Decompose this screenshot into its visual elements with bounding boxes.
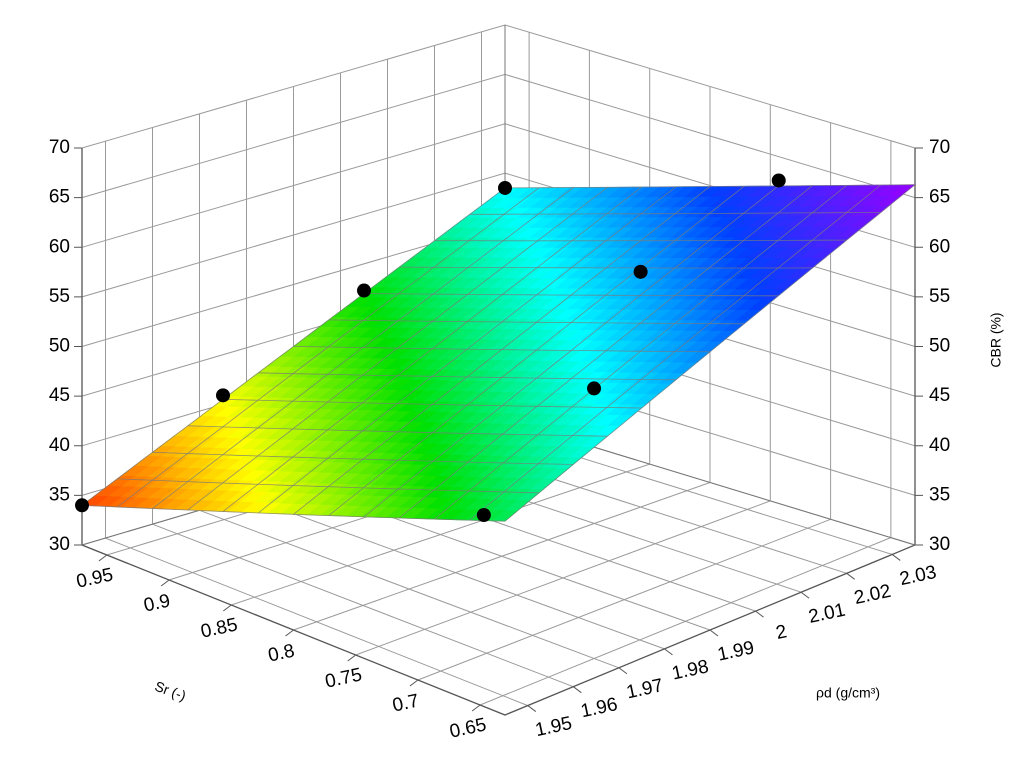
surface-mesh (434, 239, 847, 242)
x-tick (222, 604, 232, 612)
x-tick-label: 0.8 (266, 641, 296, 667)
z-tick-label: 45 (49, 385, 70, 406)
data-point (498, 180, 512, 195)
y-tick (618, 667, 628, 675)
surface-mesh (81, 187, 506, 506)
x-tick (160, 579, 170, 587)
surface-mesh (469, 211, 881, 215)
x-tick-label: 0.65 (448, 714, 489, 742)
axis-line (81, 148, 916, 716)
y-tick-label: 1.97 (625, 675, 666, 703)
y-tick-label: 1.95 (533, 713, 574, 741)
data-point (75, 498, 89, 513)
z-tick-label: 40 (49, 435, 70, 456)
x-tick (98, 554, 108, 562)
z-tick-label: 50 (49, 336, 70, 357)
z-tick-label: 65 (49, 187, 70, 208)
z-tick-label: 35 (929, 484, 950, 505)
y-tick-label: 2.03 (898, 562, 939, 590)
y-tick-label: 1.99 (716, 637, 757, 665)
surface-mesh (504, 184, 916, 189)
z-tick-label: 65 (929, 187, 950, 208)
z-tick-label: 40 (929, 435, 950, 456)
data-point (357, 283, 371, 298)
x-tick-label: 0.85 (199, 614, 240, 642)
x-tick-label: 0.7 (391, 691, 421, 717)
z-tick-label: 70 (49, 137, 70, 158)
x-tick (285, 629, 294, 637)
x-tick (409, 679, 419, 687)
y-axis-label: ρd (g/cm³) (816, 685, 880, 701)
z-tick-label: 55 (49, 286, 70, 307)
data-point (587, 381, 602, 396)
y-tick-label: 2.01 (807, 600, 848, 628)
data-point (771, 173, 786, 188)
z-tick-label: 50 (929, 336, 950, 357)
y-tick (709, 629, 719, 637)
y-tick (846, 572, 855, 580)
grid-line (81, 73, 916, 199)
z-axis-label: CBR (%) (988, 312, 1004, 367)
surface (81, 184, 916, 522)
z-tick-label: 60 (49, 236, 70, 257)
x-tick (471, 704, 481, 712)
y-tick (527, 705, 537, 712)
z-tick-label: 30 (49, 534, 70, 555)
x-tick-label: 0.75 (323, 664, 364, 692)
y-tick (573, 686, 582, 694)
z-tick-label: 55 (929, 286, 950, 307)
x-tick-label: 0.95 (75, 564, 116, 592)
z-tick-label: 45 (929, 385, 950, 406)
y-tick (755, 610, 764, 618)
z-tick-label: 70 (929, 137, 950, 158)
z-tick-label: 30 (929, 534, 950, 555)
data-point (216, 388, 230, 403)
data-point (476, 507, 491, 522)
z-tick-label: 60 (929, 236, 950, 257)
y-tick (800, 591, 810, 599)
grid-line (81, 24, 916, 149)
y-tick-label: 2 (774, 621, 789, 644)
y-tick-label: 2.02 (852, 581, 893, 609)
surface-mesh (117, 187, 540, 508)
points (75, 173, 786, 522)
x-tick (347, 654, 357, 662)
data-point (633, 264, 648, 279)
x-axis-label: Sr (-) (153, 678, 188, 704)
y-tick (891, 554, 901, 561)
x-tick-label: 0.9 (142, 591, 172, 617)
y-tick (664, 648, 673, 656)
z-tick-label: 35 (49, 484, 70, 505)
y-tick-label: 1.96 (579, 694, 620, 722)
y-tick-label: 1.98 (670, 656, 711, 684)
